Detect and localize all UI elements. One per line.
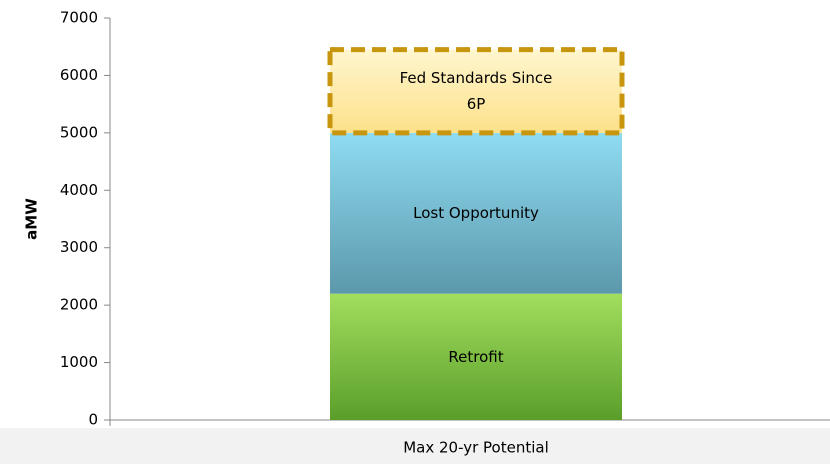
segment-label: Lost Opportunity — [413, 204, 539, 223]
footer-band — [0, 428, 830, 464]
y-tick-label: 0 — [88, 411, 98, 429]
y-axis-title: aMW — [23, 198, 41, 240]
x-tick-label: Max 20-yr Potential — [403, 439, 549, 457]
segment-label-box: Fed Standards Since 6P — [399, 69, 553, 114]
y-tick-label: 2000 — [60, 296, 98, 314]
y-tick-label: 7000 — [60, 9, 98, 27]
y-tick-label: 4000 — [60, 181, 98, 199]
bar-segment — [330, 132, 622, 294]
y-tick-label: 6000 — [60, 66, 98, 84]
segment-label: Fed Standards Since 6P — [399, 69, 553, 114]
segment-label-box: Lost Opportunity — [413, 204, 539, 223]
bar-segment — [330, 293, 622, 420]
segment-label-box: Retrofit — [448, 347, 504, 366]
bar-segment — [327, 47, 625, 136]
segment-label: Retrofit — [448, 347, 504, 366]
y-tick-label: 3000 — [60, 238, 98, 256]
y-tick-label: 1000 — [60, 353, 98, 371]
y-tick-label: 5000 — [60, 123, 98, 141]
